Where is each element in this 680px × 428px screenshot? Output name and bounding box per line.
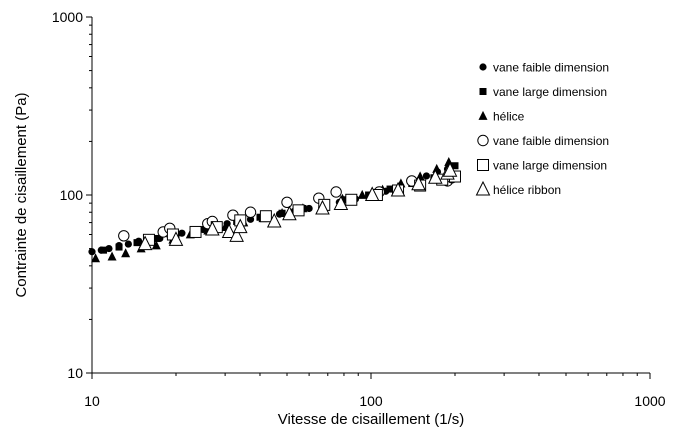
data-point bbox=[333, 195, 349, 211]
data-point bbox=[168, 231, 184, 246]
data-point bbox=[205, 220, 220, 236]
data-point bbox=[432, 163, 442, 173]
data-points bbox=[88, 156, 461, 263]
x-axis-title: Vitesse de cisaillement (1/s) bbox=[278, 411, 464, 428]
legend-item: vane faible dimension bbox=[477, 134, 609, 148]
data-point bbox=[118, 230, 130, 242]
axis-ticks: 10 100 1000 10 100 1000 bbox=[52, 9, 666, 409]
data-point bbox=[137, 235, 153, 251]
legend-label: hélice ribbon bbox=[493, 183, 561, 197]
legend-label: vane faible dimension bbox=[493, 61, 609, 75]
data-point bbox=[221, 223, 237, 238]
data-point bbox=[364, 186, 380, 202]
data-point bbox=[305, 204, 313, 213]
x-tick-label: 100 bbox=[359, 393, 383, 409]
data-point bbox=[444, 156, 454, 166]
data-point bbox=[189, 225, 202, 238]
legend: vane faible dimension vane large dimensio… bbox=[475, 61, 609, 197]
data-point bbox=[115, 243, 123, 251]
data-point bbox=[100, 246, 108, 254]
legend-label: vane large dimension bbox=[493, 159, 607, 173]
legend-label: vane large dimension bbox=[493, 85, 607, 99]
data-point bbox=[282, 205, 297, 221]
legend-marker bbox=[479, 88, 487, 95]
data-point bbox=[292, 204, 305, 217]
data-point bbox=[427, 169, 443, 184]
data-point bbox=[345, 193, 358, 206]
y-tick-label: 10 bbox=[67, 365, 83, 381]
legend-marker bbox=[477, 159, 489, 171]
data-point bbox=[124, 240, 132, 248]
data-point bbox=[259, 210, 272, 223]
data-point bbox=[107, 251, 117, 261]
data-point bbox=[91, 253, 101, 263]
legend-marker bbox=[479, 63, 487, 71]
series-6 bbox=[137, 162, 458, 251]
data-point bbox=[244, 206, 257, 218]
data-point bbox=[330, 186, 342, 198]
data-point bbox=[152, 234, 160, 242]
legend-item: hélice ribbon bbox=[475, 180, 561, 197]
data-point bbox=[451, 162, 459, 170]
data-point bbox=[442, 162, 458, 177]
legend-item: vane large dimension bbox=[477, 159, 607, 173]
data-point bbox=[88, 248, 96, 256]
legend-label: hélice bbox=[493, 110, 525, 124]
legend-item: vane faible dimension bbox=[479, 61, 609, 75]
data-point bbox=[390, 181, 406, 197]
data-point bbox=[229, 227, 244, 242]
data-point bbox=[266, 212, 282, 228]
legend-item: vane large dimension bbox=[479, 85, 607, 99]
data-point bbox=[121, 248, 131, 258]
x-tick-label: 1000 bbox=[634, 393, 665, 409]
x-tick-label: 10 bbox=[84, 393, 100, 409]
y-axis-title: Contrainte de cisaillement (Pa) bbox=[13, 92, 30, 297]
data-point bbox=[232, 218, 248, 234]
legend-item: hélice bbox=[478, 110, 525, 124]
legend-marker bbox=[477, 134, 489, 147]
data-point bbox=[151, 240, 161, 250]
legend-marker bbox=[475, 180, 491, 196]
data-point bbox=[315, 199, 330, 215]
y-tick-label: 1000 bbox=[52, 9, 83, 25]
data-point bbox=[105, 244, 113, 253]
data-point bbox=[411, 175, 426, 191]
legend-marker bbox=[478, 110, 488, 120]
data-point bbox=[178, 229, 186, 237]
y-tick-label: 100 bbox=[60, 187, 84, 203]
legend-label: vane faible dimension bbox=[493, 134, 609, 148]
data-point bbox=[133, 239, 141, 247]
data-point bbox=[422, 172, 431, 180]
data-point bbox=[277, 208, 287, 218]
data-point bbox=[386, 185, 394, 193]
data-point bbox=[281, 196, 293, 208]
data-point bbox=[357, 189, 367, 199]
